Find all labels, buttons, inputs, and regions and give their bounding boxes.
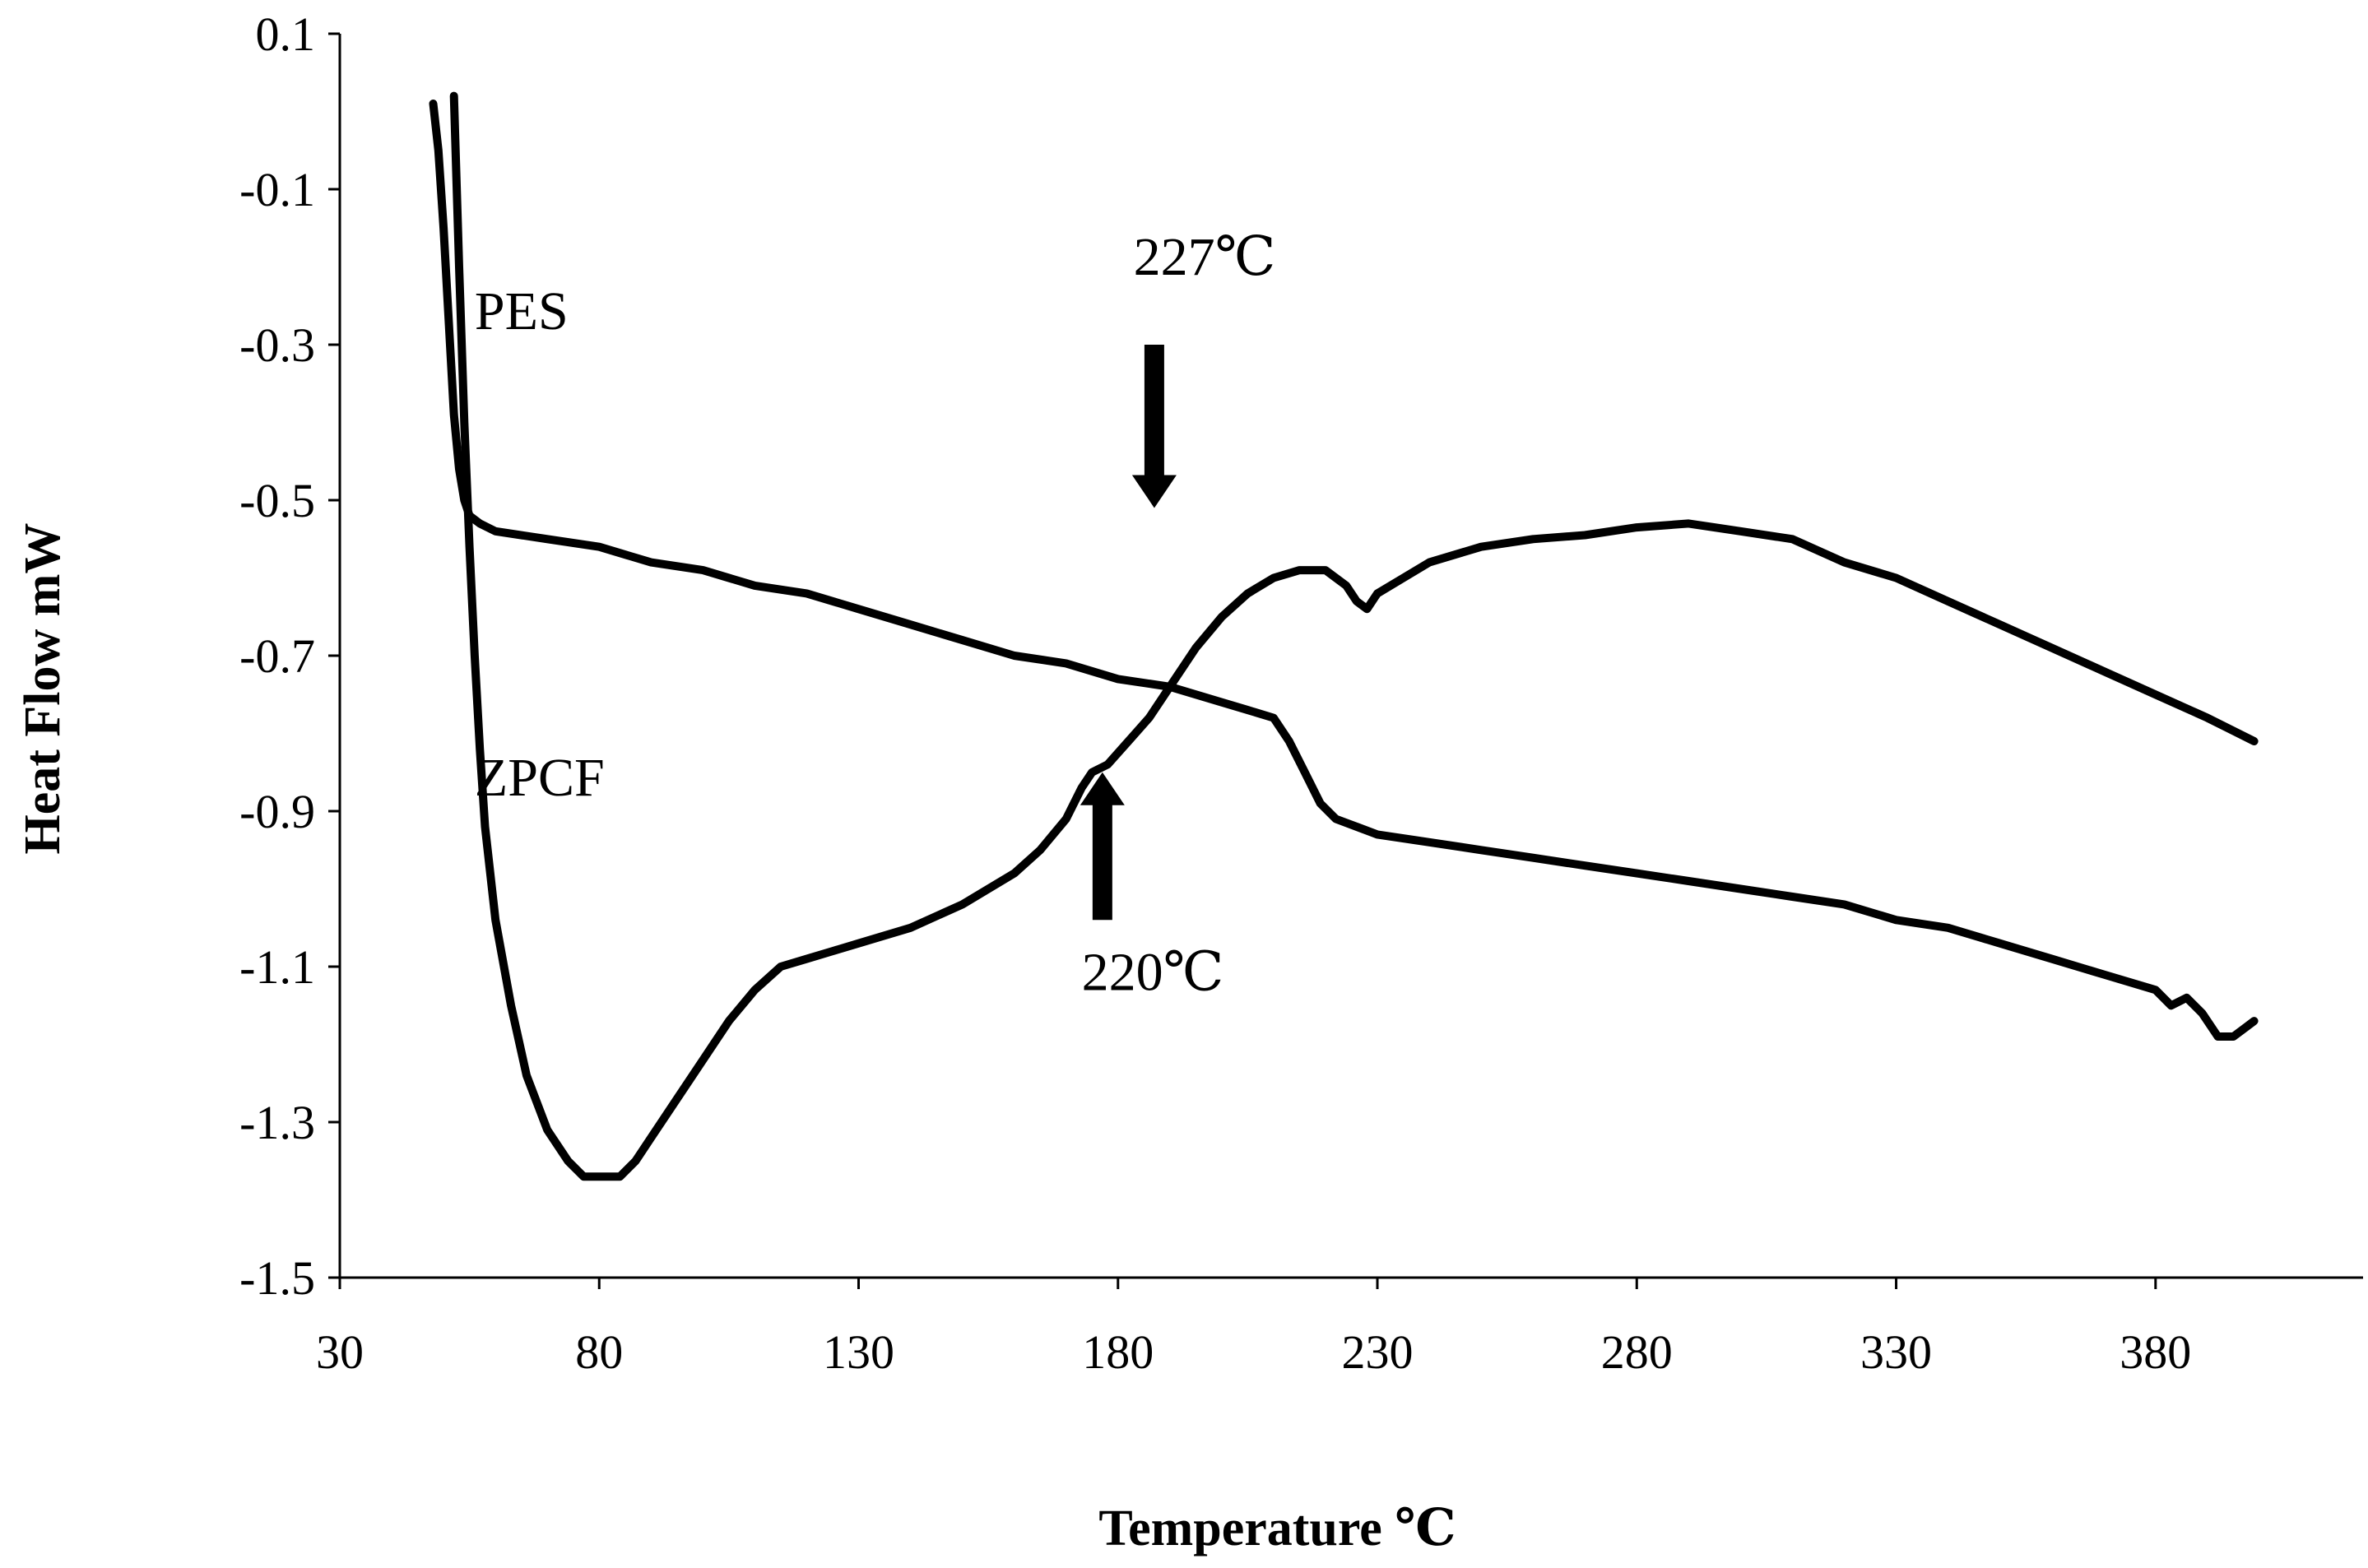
label-227-annotation: 227℃ (1134, 227, 1276, 287)
x-axis-title: Temperature ℃ (1098, 1501, 1456, 1556)
x-tick-label: 330 (1860, 1325, 1932, 1379)
y-tick-label: -0.1 (239, 163, 315, 216)
x-tick-label: 30 (316, 1325, 364, 1379)
y-tick-label: 0.1 (256, 7, 316, 61)
y-tick-label: -0.5 (239, 474, 315, 527)
y-tick-label: -1.1 (239, 940, 315, 994)
annotation-arrows (1080, 345, 1177, 921)
series-line-zpcf (449, 91, 2259, 1181)
y-tick-label: -0.7 (239, 629, 315, 683)
y-tick-label: -0.3 (239, 318, 315, 372)
y-tick-label: -1.5 (239, 1251, 315, 1305)
x-ticks: 30 80 130 180 230 280 330 380 (316, 1278, 2191, 1379)
y-ticks: 0.1 -0.1 -0.3 -0.5 -0.7 -0.9 -1.1 -1.3 -1.5 (239, 7, 340, 1305)
series-line-pes (429, 100, 2259, 1041)
zpcf-label-annotation: ZPCF (475, 748, 605, 808)
series-group (429, 91, 2259, 1181)
arrow-220-up (1080, 772, 1125, 921)
x-tick-label: 130 (823, 1325, 894, 1379)
pes-label-annotation: PES (475, 281, 569, 341)
arrow-227-down (1131, 345, 1177, 508)
x-tick-label: 280 (1601, 1325, 1673, 1379)
y-tick-label: -0.9 (239, 785, 315, 838)
x-tick-label: 180 (1082, 1325, 1154, 1379)
label-220-annotation: 220℃ (1082, 942, 1224, 1002)
x-tick-label: 230 (1342, 1325, 1414, 1379)
annotations: PES ZPCF 227℃ 220℃ (475, 227, 1276, 1002)
x-tick-label: 80 (575, 1325, 623, 1379)
y-tick-label: -1.3 (239, 1096, 315, 1149)
y-axis-title: Heat Flow mW (15, 523, 71, 855)
x-tick-label: 380 (2120, 1325, 2191, 1379)
